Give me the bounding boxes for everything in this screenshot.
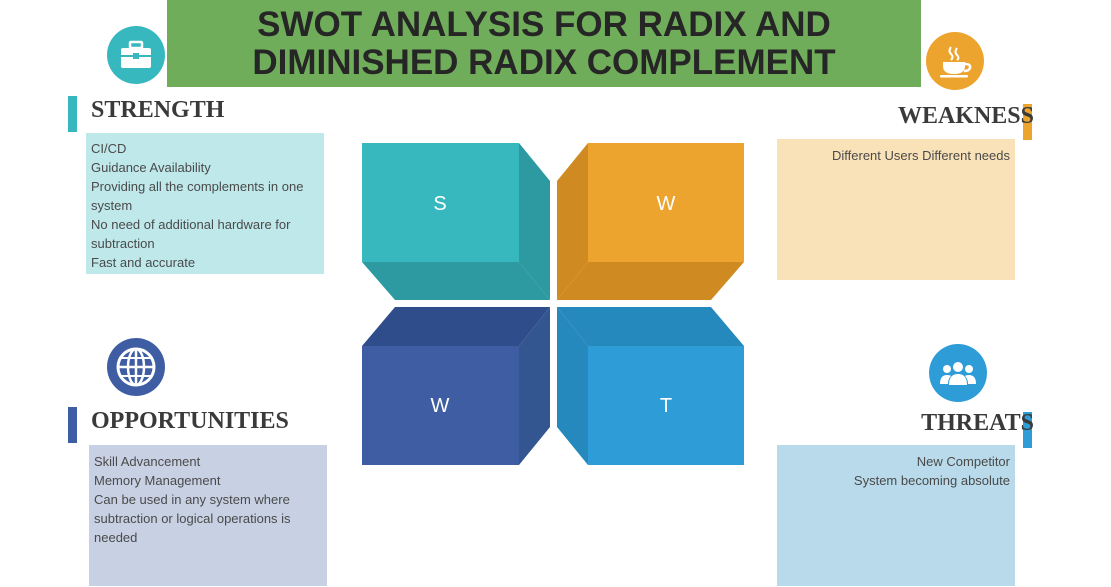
page-title: SWOT ANALYSIS FOR RADIX AND DIMINISHED R… (252, 4, 836, 82)
globe-icon (116, 347, 156, 387)
briefcase-icon (121, 40, 151, 68)
s-letter: S (433, 193, 446, 215)
strength-accent-bar (68, 96, 77, 132)
strength-line: Fast and accurate (91, 255, 196, 270)
strength-note: CI/CD Guidance Availability Providing al… (86, 133, 324, 274)
weakness-icon-badge (926, 32, 984, 90)
opportunities-line: Memory Management (94, 473, 221, 488)
o-letter: W (431, 395, 450, 417)
t-letter: T (660, 395, 672, 417)
opportunities-line: Skill Advancement (94, 454, 201, 469)
strength-icon-badge (107, 26, 165, 84)
threats-line: System becoming absolute (853, 473, 1010, 488)
weakness-line: Different Users Different needs (832, 148, 1010, 163)
strength-heading: STRENGTH (91, 97, 225, 123)
opportunities-heading: OPPORTUNITIES (91, 408, 289, 434)
t-block: T (557, 307, 744, 465)
o-block: W (362, 307, 550, 465)
title-banner: SWOT ANALYSIS FOR RADIX AND DIMINISHED R… (167, 0, 921, 87)
threats-accent-bar (1023, 412, 1032, 448)
threats-heading: THREATS (921, 410, 1034, 436)
opportunities-note: Skill Advancement Memory Management Can … (89, 445, 327, 586)
strength-line: Guidance Availability (91, 160, 211, 175)
strength-line: No need of additional hardware for subtr… (91, 217, 291, 251)
threats-line: New Competitor (916, 454, 1010, 469)
people-group-icon (940, 362, 976, 385)
w-letter: W (657, 193, 676, 215)
threats-note: New Competitor System becoming absolute (777, 445, 1015, 586)
threats-icon-badge (929, 344, 987, 402)
w-block: W (557, 143, 744, 300)
opportunities-icon-badge (107, 338, 165, 396)
weakness-accent-bar (1023, 104, 1032, 140)
strength-line: Providing all the complements in one sys… (91, 179, 304, 213)
coffee-cup-icon (940, 46, 972, 78)
weakness-heading: WEAKNESS (897, 103, 1034, 129)
weakness-note: Different Users Different needs (777, 139, 1015, 280)
strength-line: CI/CD (91, 141, 127, 156)
opportunities-line: Can be used in any system where subtract… (94, 492, 291, 545)
opportunities-accent-bar (68, 407, 77, 443)
s-block: S (362, 143, 550, 300)
